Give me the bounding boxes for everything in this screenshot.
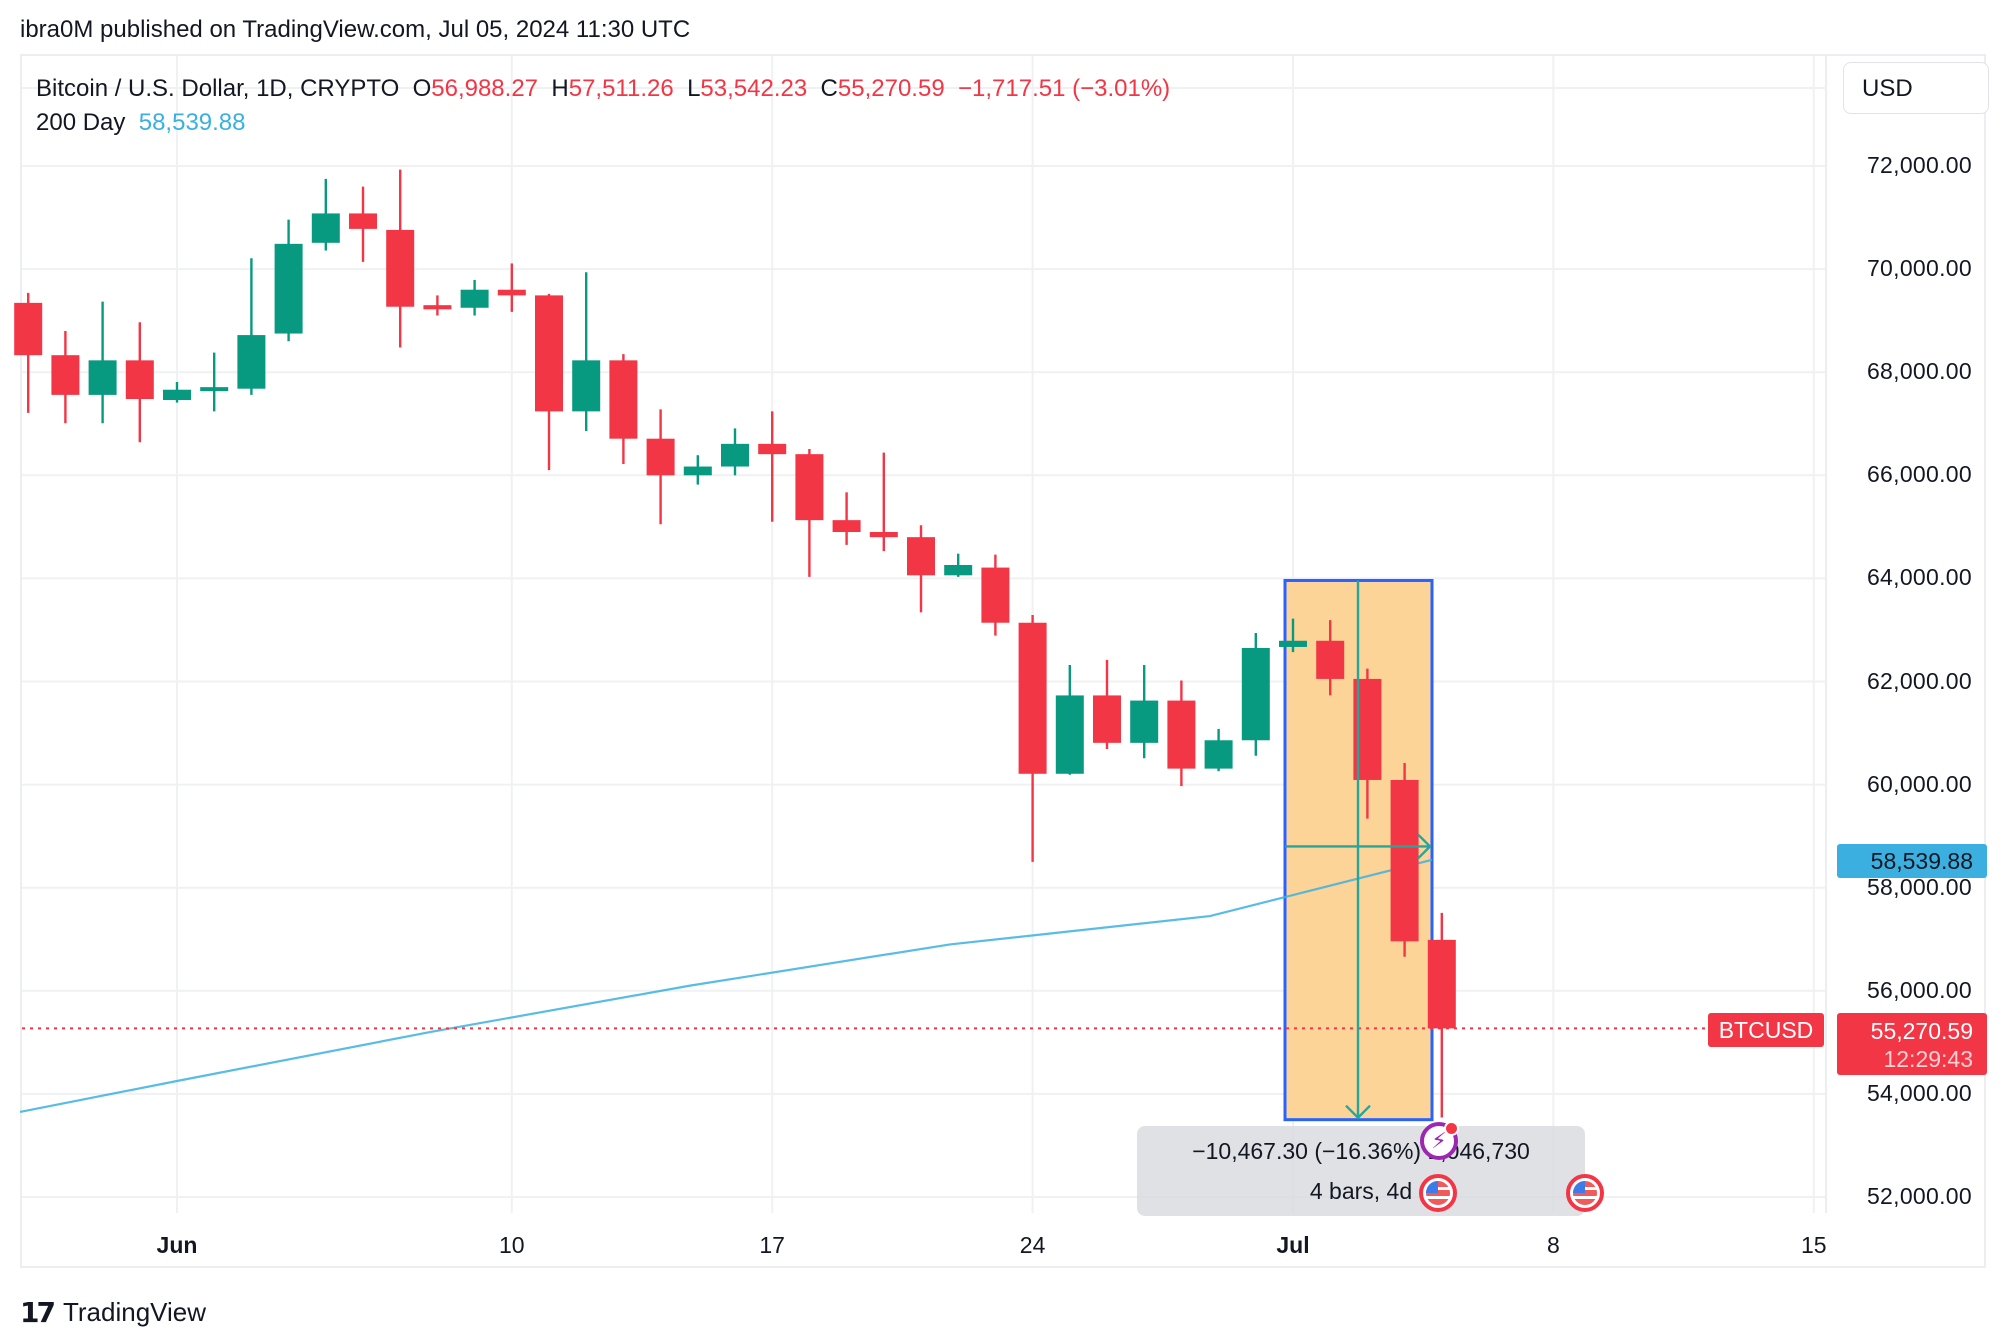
- price-label: 56,000.00: [1866, 976, 1972, 1003]
- candle: [609, 354, 638, 464]
- price-label: 58,000.00: [1866, 873, 1972, 900]
- symbol-tag: BTCUSD: [1708, 1013, 1824, 1047]
- chart-frame: [20, 54, 1986, 1268]
- candle: [88, 301, 117, 424]
- candle: [1390, 762, 1419, 957]
- candle: [535, 293, 563, 471]
- price-label: 70,000.00: [1866, 255, 1972, 282]
- ma-label: 200 Day: [36, 109, 126, 136]
- close-label: C: [820, 75, 838, 102]
- ma-value: 58,539.88: [138, 109, 246, 136]
- time-label: Jun: [156, 1232, 198, 1258]
- ma-price-tag: 58,539.88: [1837, 844, 1987, 878]
- last-price-tag: 55,270.59 12:29:43: [1837, 1013, 1987, 1075]
- lightning-event-icon[interactable]: ⚡: [1420, 1121, 1459, 1160]
- candle: [721, 428, 749, 476]
- currency-button[interactable]: USD: [1843, 62, 1989, 114]
- candle: [1427, 912, 1456, 1118]
- candle: [200, 352, 229, 412]
- candle: [1241, 633, 1270, 756]
- candle: [907, 525, 935, 613]
- price-label: 54,000.00: [1866, 1079, 1972, 1106]
- ma-row[interactable]: 200 Day 58,539.88: [36, 106, 1170, 140]
- candle: [311, 178, 340, 251]
- candle: [274, 219, 303, 342]
- measure-bars: 4 bars, 4d: [1309, 1178, 1413, 1204]
- open-label: O: [412, 75, 432, 102]
- candle: [125, 322, 154, 443]
- last-price: 55,270.59: [1870, 1018, 1973, 1044]
- change-value: −1,717.51 (−3.01%): [958, 75, 1171, 102]
- candle: [349, 186, 377, 262]
- price-label: 66,000.00: [1866, 461, 1972, 488]
- high-label: H: [551, 75, 569, 102]
- candle: [572, 272, 601, 431]
- time-label: 15: [1801, 1232, 1827, 1258]
- candle: [237, 258, 266, 395]
- candle: [1167, 680, 1196, 787]
- candle: [163, 381, 191, 403]
- candle: [869, 452, 898, 552]
- price-label: 64,000.00: [1866, 564, 1972, 591]
- us-flag-event-icon-2[interactable]: [1566, 1174, 1604, 1212]
- candle: [758, 411, 787, 522]
- range-arrows: [1285, 580, 1432, 1120]
- high-value: 57,511.26: [568, 75, 674, 102]
- notification-dot: [1444, 1121, 1459, 1136]
- candle: [944, 553, 973, 577]
- us-flag-event-icon[interactable]: [1419, 1174, 1457, 1212]
- candle: [981, 554, 1010, 636]
- published-line: ibra0M published on TradingView.com, Jul…: [20, 16, 691, 43]
- candle: [51, 330, 80, 424]
- grid-lines: [22, 56, 1826, 1213]
- candle: [386, 169, 415, 348]
- symbol-title: Bitcoin / U.S. Dollar, 1D, CRYPTO: [36, 75, 400, 102]
- time-label: 10: [499, 1232, 525, 1258]
- candle: [1316, 620, 1345, 696]
- close-value: 55,270.59: [837, 75, 945, 102]
- time-label: Jul: [1276, 1232, 1310, 1258]
- time-label: 8: [1546, 1232, 1560, 1258]
- price-label: 60,000.00: [1866, 770, 1972, 797]
- candle: [14, 292, 43, 413]
- ohlc-row: Bitcoin / U.S. Dollar, 1D, CRYPTO O56,98…: [36, 72, 1170, 106]
- time-label: 17: [759, 1232, 785, 1258]
- candle: [1204, 728, 1233, 772]
- candle: [460, 279, 489, 316]
- candle: [1093, 659, 1121, 750]
- tradingview-brand: TradingView: [62, 1297, 207, 1327]
- ma-200-line: [19, 858, 1712, 1114]
- measure-change: −10,467.30 (−16.36%) 1,046,730: [1192, 1138, 1530, 1164]
- candle: [646, 409, 675, 525]
- price-label: 52,000.00: [1866, 1183, 1972, 1209]
- tradingview-mark-icon: 17: [20, 1296, 56, 1329]
- price-label: 68,000.00: [1866, 358, 1972, 385]
- candles: [14, 169, 1456, 1118]
- candle: [1018, 615, 1047, 862]
- tradingview-logo[interactable]: 17 TradingView: [20, 1296, 206, 1329]
- symbol-legend[interactable]: Bitcoin / U.S. Dollar, 1D, CRYPTO O56,98…: [36, 72, 1170, 140]
- measure-info-box: −10,467.30 (−16.36%) 1,046,730 4 bars, 4…: [1137, 1126, 1585, 1216]
- open-value: 56,988.27: [431, 75, 539, 102]
- candle: [795, 449, 824, 577]
- price-label: 72,000.00: [1866, 152, 1972, 178]
- candle: [683, 455, 712, 485]
- time-label: 24: [1019, 1232, 1046, 1258]
- low-value: 53,542.23: [700, 75, 808, 102]
- candle: [497, 263, 526, 312]
- candle: [832, 492, 861, 545]
- bar-countdown: 12:29:43: [1883, 1046, 1973, 1072]
- price-label: 62,000.00: [1866, 667, 1972, 694]
- candle: [1279, 618, 1307, 653]
- candle: [1055, 665, 1084, 775]
- candle: [423, 295, 452, 316]
- candle: [1130, 665, 1159, 759]
- low-label: L: [687, 75, 701, 102]
